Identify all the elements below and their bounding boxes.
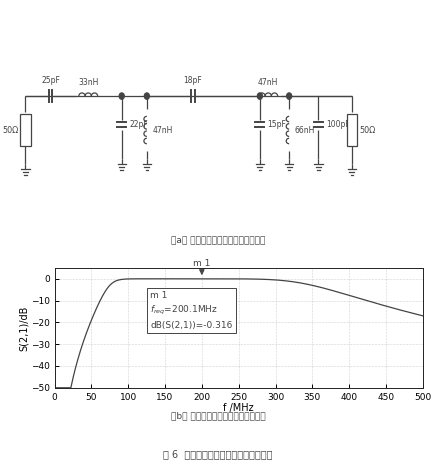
Text: 18pF: 18pF bbox=[184, 76, 202, 85]
Text: 47nH: 47nH bbox=[153, 125, 173, 134]
Circle shape bbox=[257, 93, 262, 99]
Text: 图 6  四阶宽带带通滤波器及其仿真结果: 图 6 四阶宽带带通滤波器及其仿真结果 bbox=[163, 449, 273, 459]
Text: 22pF: 22pF bbox=[129, 120, 148, 129]
Text: m 1
$f_{req}$=200.1MHz
dB(S(2,1))=-0.316: m 1 $f_{req}$=200.1MHz dB(S(2,1))=-0.316 bbox=[150, 291, 233, 329]
Text: 15pF: 15pF bbox=[267, 120, 286, 129]
Bar bbox=[20, 114, 31, 146]
Y-axis label: S(2,1)/dB: S(2,1)/dB bbox=[19, 305, 29, 351]
Text: （a） 四阶宽带带通滤波器电路原理图: （a） 四阶宽带带通滤波器电路原理图 bbox=[171, 236, 265, 245]
Text: 25pF: 25pF bbox=[41, 76, 60, 85]
Text: 66nH: 66nH bbox=[295, 125, 315, 134]
Text: 47nH: 47nH bbox=[258, 78, 279, 86]
Text: m 1: m 1 bbox=[193, 259, 211, 268]
X-axis label: f /MHz: f /MHz bbox=[223, 403, 254, 413]
Text: 100pF: 100pF bbox=[326, 120, 350, 129]
Text: （b） 四阶宽带带通滤波器的仿真结果: （b） 四阶宽带带通滤波器的仿真结果 bbox=[170, 411, 266, 420]
Circle shape bbox=[286, 93, 292, 99]
Text: 50Ω: 50Ω bbox=[359, 125, 375, 134]
Text: 50Ω: 50Ω bbox=[2, 125, 18, 134]
Circle shape bbox=[119, 93, 124, 99]
Text: 33nH: 33nH bbox=[78, 78, 99, 86]
Circle shape bbox=[144, 93, 150, 99]
Bar bbox=[347, 114, 357, 146]
